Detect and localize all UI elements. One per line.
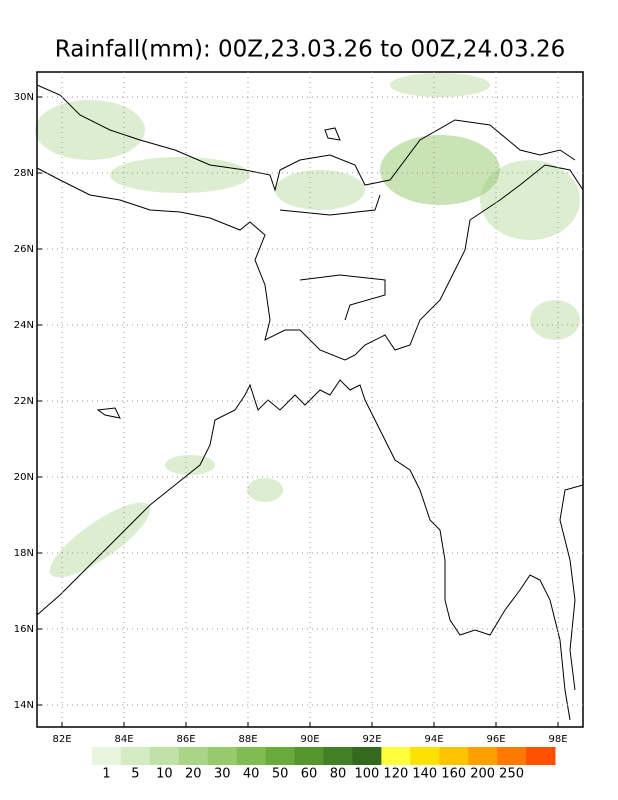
lon-tick-label: 88E xyxy=(238,734,257,745)
colorbar-box xyxy=(294,747,324,765)
lat-tick-label: 22N xyxy=(14,396,34,407)
colorbar-label: 250 xyxy=(499,767,524,782)
lat-tick-label: 18N xyxy=(14,548,34,559)
colorbar-box xyxy=(120,747,151,765)
lon-tick-label: 98E xyxy=(548,734,567,745)
colorbar-box xyxy=(410,747,440,765)
lat-tick-label: 28N xyxy=(14,168,34,179)
lon-tick-label: 86E xyxy=(176,734,195,745)
colorbar-label: 160 xyxy=(441,767,466,782)
lon-tick-label: 84E xyxy=(114,734,133,745)
lon-tick-label: 82E xyxy=(52,734,71,745)
colorbar-label: 60 xyxy=(301,767,318,782)
colorbar-label: 50 xyxy=(272,767,289,782)
colorbar-box xyxy=(236,747,267,765)
colorbar-label: 30 xyxy=(214,767,231,782)
colorbar-box xyxy=(439,747,469,765)
lat-tick-label: 24N xyxy=(14,320,34,331)
map-title: Rainfall(mm): 00Z,23.03.26 to 00Z,24.03.… xyxy=(55,37,566,63)
colorbar-box xyxy=(178,747,209,765)
colorbar-box xyxy=(323,747,353,765)
lat-tick-label: 26N xyxy=(14,244,34,255)
rainfall-shading xyxy=(35,73,580,578)
lon-tick-label: 94E xyxy=(424,734,443,745)
coastlines xyxy=(36,84,584,721)
lon-tick-label: 96E xyxy=(486,734,505,745)
colorbar-box xyxy=(526,747,556,765)
colorbar-label: 80 xyxy=(330,767,347,782)
lat-tick-label: 16N xyxy=(14,624,34,635)
lat-tick-label: 30N xyxy=(14,92,34,103)
colorbar-label: 140 xyxy=(412,767,437,782)
colorbar-box xyxy=(265,747,296,765)
lat-tick-label: 14N xyxy=(14,700,34,711)
lon-tick-label: 92E xyxy=(362,734,381,745)
colorbar-box xyxy=(468,747,498,765)
colorbar-box xyxy=(352,747,382,765)
colorbar-label: 1 xyxy=(102,767,110,782)
colorbar-box xyxy=(92,747,122,765)
colorbar-label: 10 xyxy=(156,767,173,782)
colorbar-box xyxy=(497,747,527,765)
colorbar-label: 200 xyxy=(470,767,495,782)
colorbar-label: 100 xyxy=(354,767,379,782)
lat-tick-label: 20N xyxy=(14,472,34,483)
colorbar-label: 40 xyxy=(243,767,260,782)
colorbar-box xyxy=(149,747,180,765)
colorbar-box xyxy=(381,747,411,765)
colorbar-label: 120 xyxy=(383,767,408,782)
colorbar-label: 5 xyxy=(131,767,139,782)
colorbar-label: 20 xyxy=(185,767,202,782)
lon-tick-label: 90E xyxy=(300,734,319,745)
colorbar-box xyxy=(207,747,238,765)
